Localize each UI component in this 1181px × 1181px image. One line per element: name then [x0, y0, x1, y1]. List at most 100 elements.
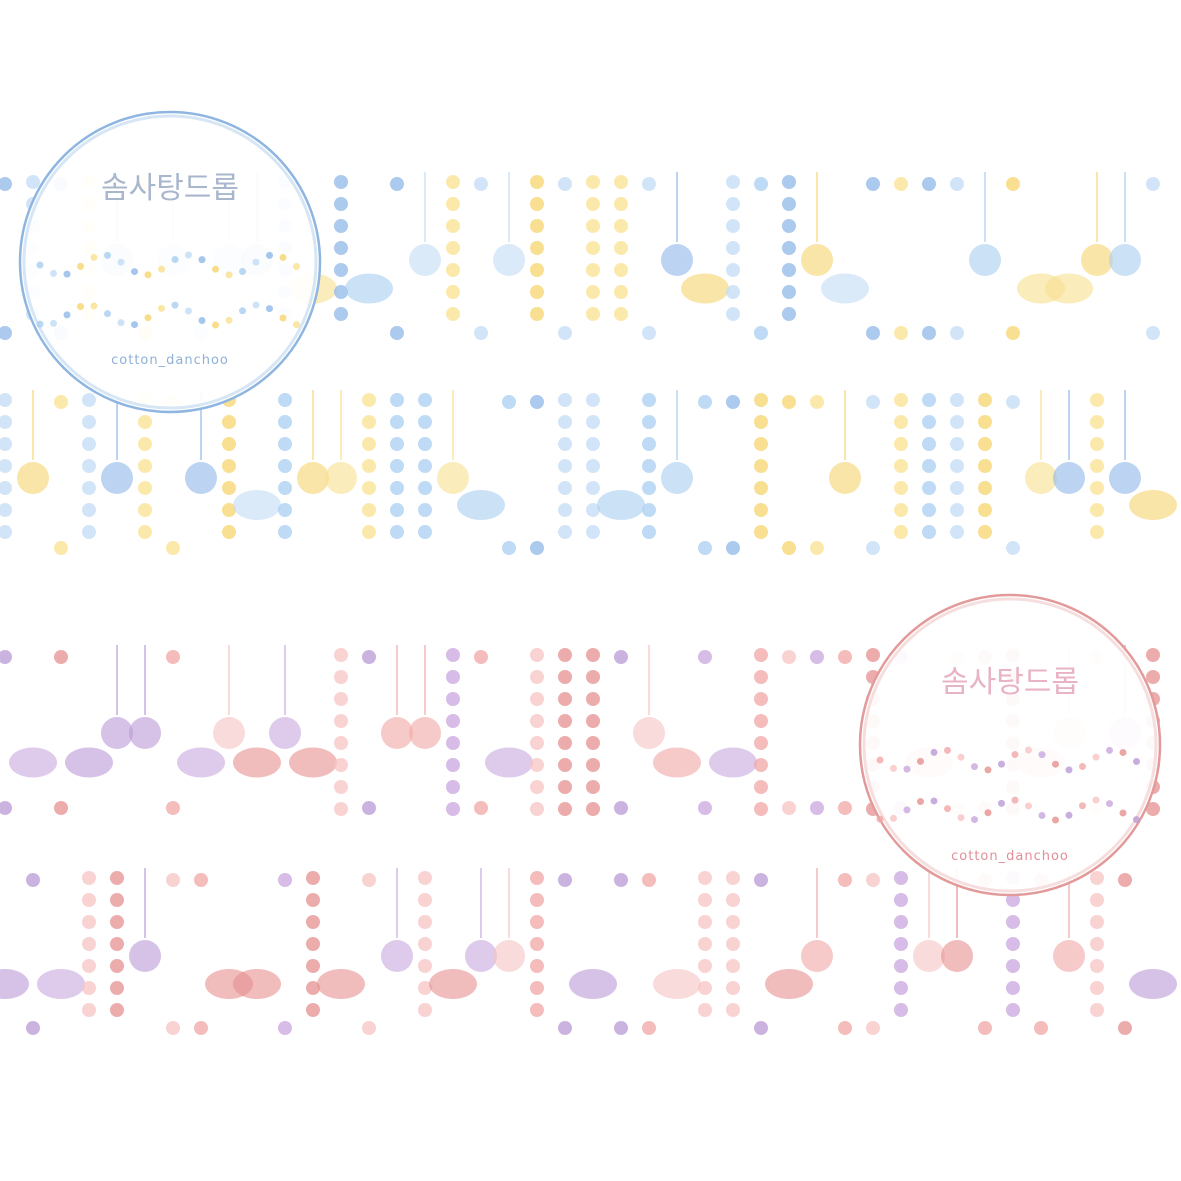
cotton-dot: [866, 873, 880, 887]
cotton-dot: [530, 241, 544, 255]
cotton-dot: [530, 871, 544, 885]
cotton-cloud: [233, 490, 281, 520]
cotton-puff: [801, 940, 833, 972]
cotton-dot: [278, 1021, 292, 1035]
cotton-puff: [213, 717, 245, 749]
cotton-dot: [922, 503, 936, 517]
mini-dot: [36, 261, 44, 269]
cotton-dot: [978, 1021, 992, 1035]
cotton-cloud: [597, 490, 645, 520]
mini-dot: [279, 314, 287, 322]
cotton-dot: [558, 326, 572, 340]
cotton-dot: [558, 525, 572, 539]
cotton-dot: [1006, 1003, 1020, 1017]
tape-title: 솜사탕드롭: [101, 171, 239, 206]
cotton-dot: [698, 981, 712, 995]
cotton-dot: [0, 650, 12, 664]
cotton-dot: [334, 175, 348, 189]
cotton-dot: [782, 650, 796, 664]
cotton-dot: [586, 481, 600, 495]
cotton-dot: [362, 525, 376, 539]
cotton-dot: [278, 393, 292, 407]
cotton-dot: [1090, 437, 1104, 451]
cotton-cloud: [65, 747, 113, 778]
cotton-dot: [334, 802, 348, 816]
cotton-dot: [0, 437, 12, 451]
cotton-puff: [1053, 940, 1085, 972]
cotton-dot: [390, 481, 404, 495]
mini-dot: [903, 806, 911, 814]
cotton-dot: [614, 1021, 628, 1035]
cotton-dot: [726, 307, 740, 321]
mini-dot: [1119, 809, 1127, 817]
cotton-puff: [1025, 462, 1057, 494]
mini-dot: [917, 798, 924, 806]
cotton-cloud: [485, 747, 533, 778]
cotton-dot: [1118, 1021, 1132, 1035]
cotton-dot: [754, 326, 768, 340]
cotton-dot: [446, 802, 460, 816]
cotton-dot: [866, 326, 880, 340]
mini-pattern: [876, 746, 1140, 824]
mini-dot: [239, 307, 246, 315]
cotton-dot: [82, 481, 96, 495]
cotton-dot: [642, 481, 656, 495]
cotton-dot: [1090, 459, 1104, 473]
cotton-dot: [82, 981, 96, 995]
cotton-dot: [726, 937, 740, 951]
cotton-dot: [754, 415, 768, 429]
cotton-puff: [297, 462, 329, 494]
mini-dot: [144, 314, 152, 322]
cotton-dot: [0, 503, 12, 517]
cotton-dot: [334, 285, 348, 299]
cotton-dot: [138, 437, 152, 451]
cotton-puff: [465, 940, 497, 972]
cotton-dot: [530, 285, 544, 299]
cotton-dot: [614, 263, 628, 277]
cotton-puff: [409, 717, 441, 749]
cotton-cloud: [1129, 490, 1177, 520]
cotton-puff: [941, 940, 973, 972]
mini-dot: [1133, 816, 1140, 824]
cotton-dot: [894, 959, 908, 973]
cotton-dot: [754, 736, 768, 750]
cotton-dot: [838, 1021, 852, 1035]
cotton-cloud: [233, 969, 281, 999]
cotton-dot: [558, 503, 572, 517]
mini-dot: [252, 301, 260, 309]
cotton-dot: [586, 525, 600, 539]
cotton-dot: [1118, 873, 1132, 887]
cotton-puff: [381, 717, 413, 749]
blue-roll: 솜사탕드롭 cotton_danchoo: [18, 110, 322, 414]
cotton-dot: [334, 714, 348, 728]
cotton-dot: [530, 780, 544, 794]
cotton-dot: [922, 415, 936, 429]
cotton-dot: [558, 692, 572, 706]
cotton-dot: [530, 758, 544, 772]
cotton-cloud: [429, 969, 477, 999]
cotton-dot: [474, 650, 488, 664]
cotton-dot: [306, 937, 320, 951]
cotton-puff: [493, 940, 525, 972]
cotton-dot: [418, 981, 432, 995]
cotton-dot: [446, 736, 460, 750]
cotton-puff: [829, 462, 861, 494]
cotton-dot: [614, 285, 628, 299]
mini-dot: [876, 756, 884, 764]
mini-dot: [293, 262, 300, 270]
cotton-dot: [950, 393, 964, 407]
cotton-dot: [502, 395, 516, 409]
cotton-dot: [1090, 893, 1104, 907]
mini-dot: [90, 253, 98, 261]
mini-dot: [1065, 811, 1073, 819]
cotton-dot: [642, 415, 656, 429]
cotton-dot: [754, 670, 768, 684]
cotton-puff: [129, 717, 161, 749]
cotton-dot: [390, 415, 404, 429]
cotton-dot: [222, 437, 236, 451]
mini-dot: [158, 304, 165, 312]
mini-dot: [957, 814, 965, 822]
cotton-dot: [530, 736, 544, 750]
cotton-dot: [950, 459, 964, 473]
mini-dot: [198, 256, 206, 264]
